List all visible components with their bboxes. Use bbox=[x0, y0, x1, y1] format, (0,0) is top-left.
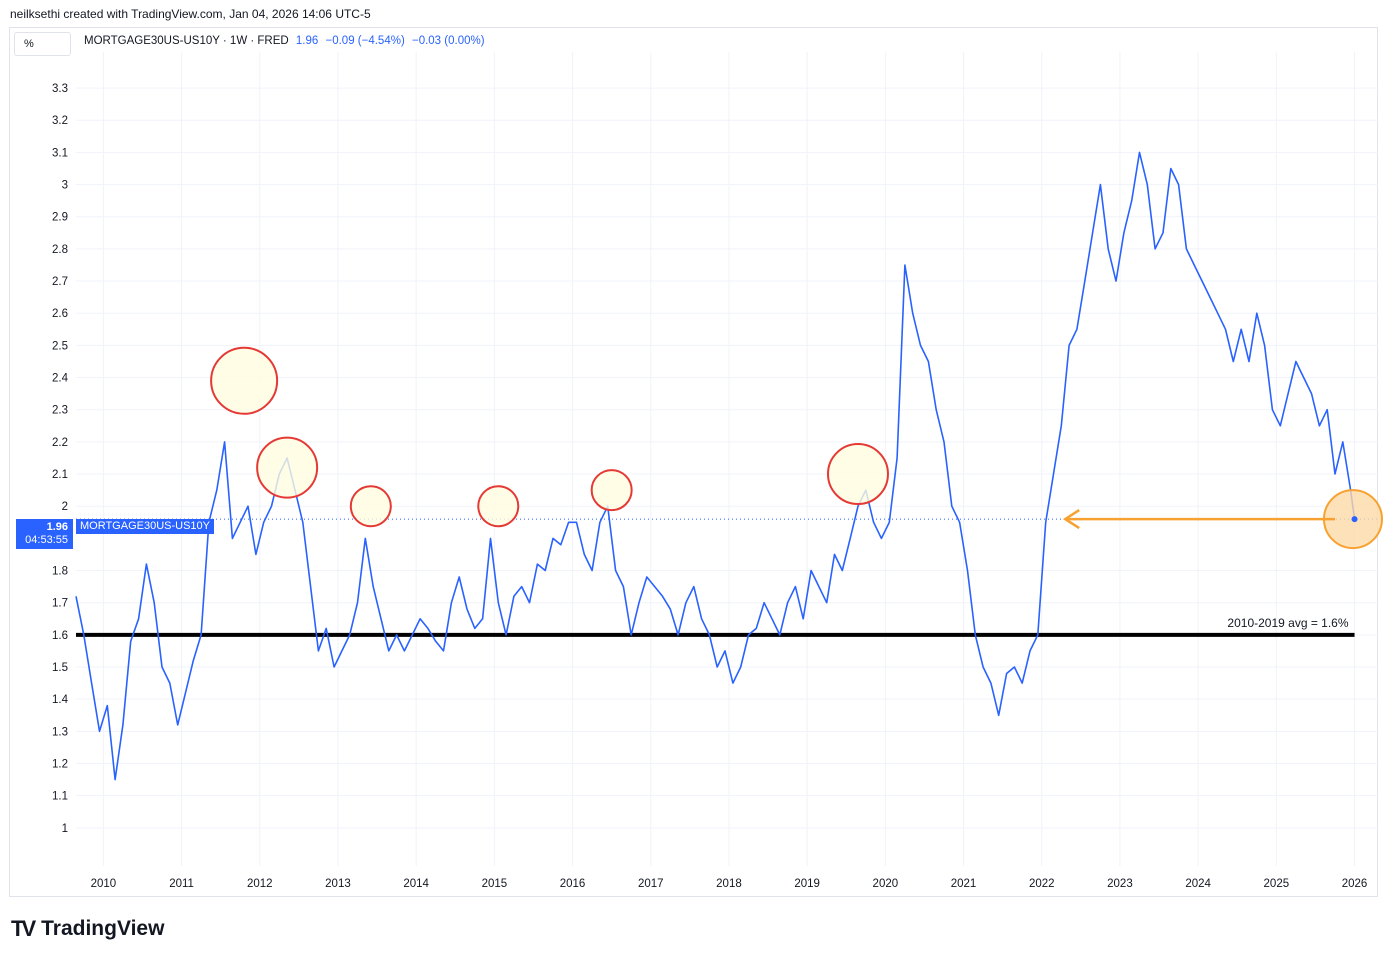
y-tick-label: 2.8 bbox=[52, 244, 68, 256]
y-tick-label: 1.5 bbox=[52, 662, 68, 674]
chart-frame bbox=[9, 27, 1378, 897]
x-tick-label: 2026 bbox=[1342, 878, 1368, 890]
tradingview-wordmark: TradingView bbox=[41, 917, 165, 940]
y-tick-label: 1.1 bbox=[52, 791, 68, 803]
x-tick-label: 2017 bbox=[638, 878, 664, 890]
x-tick-label: 2015 bbox=[482, 878, 508, 890]
x-tick-label: 2019 bbox=[794, 878, 820, 890]
peak-highlight-circle bbox=[590, 469, 633, 512]
y-tick-label: 1.3 bbox=[52, 726, 68, 738]
y-tick-label: 2.3 bbox=[52, 405, 68, 417]
y-tick-label: 2.4 bbox=[52, 373, 69, 385]
tradingview-logo: TV TradingView bbox=[11, 915, 164, 943]
series-legend: MORTGAGE30US-US10Y · 1W · FRED 1.96 −0.0… bbox=[84, 35, 485, 47]
legend-change: −0.09 (−4.54%) bbox=[325, 35, 405, 47]
peak-highlight-circle bbox=[349, 485, 392, 528]
y-tick-label: 2.6 bbox=[52, 308, 68, 320]
y-tick-label: 3.1 bbox=[52, 147, 68, 159]
y-tick-label: 2.7 bbox=[52, 276, 68, 288]
x-tick-label: 2011 bbox=[169, 878, 194, 890]
arrow-head bbox=[1062, 509, 1080, 530]
chart-credit: neilksethi created with TradingView.com,… bbox=[10, 7, 371, 21]
y-tick-label: 1.2 bbox=[52, 759, 68, 771]
y-tick-label: 3.2 bbox=[52, 115, 68, 127]
y-tick-label: 3.3 bbox=[52, 83, 68, 95]
x-tick-label: 2014 bbox=[403, 878, 429, 890]
y-tick-label: 2.9 bbox=[52, 212, 68, 224]
y-tick-label: 2.2 bbox=[52, 437, 68, 449]
x-tick-label: 2025 bbox=[1264, 878, 1290, 890]
series-name-tag: MORTGAGE30US-US10Y bbox=[76, 519, 215, 534]
x-tick-label: 2021 bbox=[951, 878, 977, 890]
x-tick-label: 2022 bbox=[1029, 878, 1055, 890]
y-tick-label: 1.6 bbox=[52, 630, 68, 642]
legend-change-2: −0.03 (0.00%) bbox=[411, 35, 485, 47]
y-tick-label: 1.8 bbox=[52, 566, 68, 578]
peak-highlight-circle bbox=[826, 443, 889, 506]
last-price-value: 1.96 bbox=[46, 521, 68, 533]
y-tick-label: 1.7 bbox=[52, 598, 68, 610]
peak-highlight-circle bbox=[210, 346, 279, 415]
y-tick-label: 2 bbox=[62, 501, 68, 513]
x-tick-label: 2020 bbox=[873, 878, 899, 890]
x-tick-label: 2016 bbox=[560, 878, 586, 890]
peak-highlight-circle bbox=[256, 436, 319, 499]
x-tick-label: 2010 bbox=[91, 878, 117, 890]
last-point-marker bbox=[1351, 516, 1358, 523]
bar-countdown: 04:53:55 bbox=[25, 534, 68, 546]
x-tick-label: 2023 bbox=[1107, 878, 1133, 890]
x-tick-label: 2024 bbox=[1185, 878, 1211, 890]
y-tick-label: 1.4 bbox=[52, 694, 69, 706]
y-tick-label: 2.1 bbox=[52, 469, 68, 481]
x-tick-label: 2013 bbox=[325, 878, 351, 890]
unit-selector[interactable]: % bbox=[14, 32, 71, 56]
peak-highlight-circle bbox=[477, 485, 520, 528]
y-tick-label: 2.5 bbox=[52, 340, 68, 352]
legend-last-value: 1.96 bbox=[295, 35, 319, 47]
y-tick-label: 3 bbox=[62, 180, 68, 192]
x-tick-label: 2018 bbox=[716, 878, 742, 890]
x-tick-label: 2012 bbox=[247, 878, 273, 890]
average-line-label: 2010-2019 avg = 1.6% bbox=[1227, 616, 1348, 630]
y-tick-label: 1 bbox=[62, 823, 68, 835]
legend-symbol: MORTGAGE30US-US10Y · 1W · FRED bbox=[84, 35, 289, 47]
tradingview-logo-icon: TV bbox=[11, 916, 36, 941]
last-price-label: 1.96 04:53:55 bbox=[16, 519, 73, 549]
